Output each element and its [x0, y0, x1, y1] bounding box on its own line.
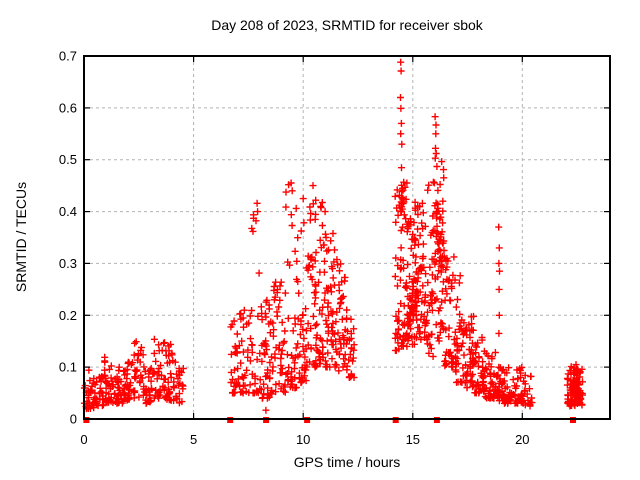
y-tick-label: 0.6	[59, 100, 77, 115]
y-tick-label: 0.1	[59, 360, 77, 375]
x-tick-label: 10	[296, 432, 310, 447]
plot-border	[83, 55, 611, 420]
axis-ticks	[83, 55, 610, 420]
y-axis-label: SRMTID / TECUs	[13, 182, 29, 292]
y-tick-label: 0.4	[59, 204, 77, 219]
y-tick-label: 0.7	[59, 49, 77, 64]
y-tick-label: 0	[70, 412, 77, 427]
y-tick-label: 0.2	[59, 308, 77, 323]
scatter-series-plus	[80, 58, 586, 414]
y-tick-label: 0.5	[59, 152, 77, 167]
x-tick-label: 20	[515, 432, 529, 447]
y-tick-label: 0.3	[59, 256, 77, 271]
x-tick-label: 0	[80, 432, 87, 447]
tick-labels: 0 5 10 15 20 0 0.1 0.2 0.3 0.4 0.5 0.6 0.7	[59, 49, 530, 448]
x-tick-label: 15	[406, 432, 420, 447]
chart-title: Day 208 of 2023, SRMTID for receiver sbo…	[211, 17, 484, 33]
x-tick-label: 5	[190, 432, 197, 447]
data-points	[80, 58, 586, 423]
x-axis-label: GPS time / hours	[294, 454, 401, 470]
